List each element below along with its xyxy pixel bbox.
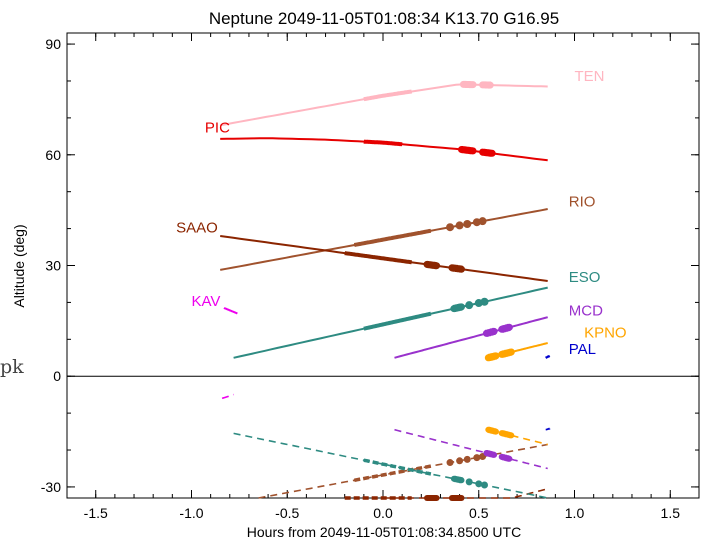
altitude-curve (220, 84, 548, 125)
series-label: RIO (569, 193, 596, 210)
observation-dot (463, 220, 471, 228)
x-tick-label: -1.5 (84, 505, 108, 521)
y-tick-label: 90 (45, 36, 61, 52)
observation-blob (502, 327, 510, 329)
x-tick-label: 1.5 (661, 505, 681, 521)
observation-blob (462, 150, 474, 151)
observation-blob (488, 356, 496, 358)
series-label: KPNO (584, 324, 627, 341)
observation-blob (483, 152, 493, 153)
observation-dot (465, 301, 473, 309)
below-horizon-curve (546, 429, 550, 430)
x-tick-label: -1.0 (179, 505, 203, 521)
observation-blob-below (488, 430, 496, 432)
y-tick-label: 0 (53, 368, 61, 384)
x-tick-label: 0.5 (469, 505, 489, 521)
observation-dot (456, 221, 464, 229)
series-eso: ESO (234, 269, 601, 498)
observation-blob (454, 307, 462, 309)
observation-dot-below (456, 457, 463, 464)
side-note: pk (0, 356, 24, 378)
observation-dot-below (475, 480, 482, 487)
series-label: KAV (191, 293, 220, 310)
x-tick-label: 1.0 (565, 505, 585, 521)
series-ten: TEN (220, 68, 604, 125)
x-tick-label: 0.0 (373, 505, 393, 521)
observation-blob (427, 264, 437, 265)
series-pic: PIC (205, 120, 548, 161)
series-label: PIC (205, 120, 230, 137)
series-label: SAAO (176, 219, 218, 236)
observation-blob-below (502, 457, 510, 459)
series-label: ESO (569, 269, 601, 286)
observation-dot-below (466, 478, 473, 485)
altitude-curve (395, 317, 548, 358)
altitude-curve (546, 356, 550, 358)
altitude-curve (224, 308, 237, 314)
plot-frame (67, 33, 699, 498)
y-tick-label: 60 (45, 147, 61, 163)
series-label: MCD (569, 302, 603, 319)
observation-blob-below (454, 479, 462, 481)
observation-dot-below (464, 456, 471, 463)
observing-segment (354, 231, 431, 245)
y-axis-label: Altitude (deg) (11, 224, 27, 307)
series-pal: PAL (546, 341, 596, 430)
observing-segment (364, 91, 412, 99)
observing-segment (364, 142, 402, 145)
x-tick-label: -0.5 (275, 505, 299, 521)
series-mcd: MCD (395, 302, 604, 468)
observation-blob (452, 268, 462, 269)
x-axis-label: Hours from 2049-11-05T01:08:34.8500 UTC (247, 524, 521, 540)
observation-blob (502, 352, 512, 354)
series-kav: KAV (191, 293, 237, 398)
y-tick-label: -30 (41, 479, 61, 495)
observation-dot (446, 223, 454, 231)
y-tick-label: 30 (45, 258, 61, 274)
observing-segment (345, 253, 412, 262)
chart-title: Neptune 2049-11-05T01:08:34 K13.70 G16.9… (209, 9, 559, 28)
observation-blob (486, 331, 494, 333)
observation-dot-below (481, 482, 488, 489)
observation-dot (479, 217, 487, 225)
series-label: TEN (575, 68, 605, 85)
observation-blob-below (502, 433, 512, 435)
below-horizon-curve (222, 395, 234, 399)
series-kpno: KPNO (488, 324, 626, 444)
observation-blob-below (486, 453, 494, 455)
observing-segment (364, 314, 431, 329)
observation-dot (481, 298, 489, 306)
series-label: PAL (569, 341, 596, 358)
observation-dot-below (447, 459, 454, 466)
